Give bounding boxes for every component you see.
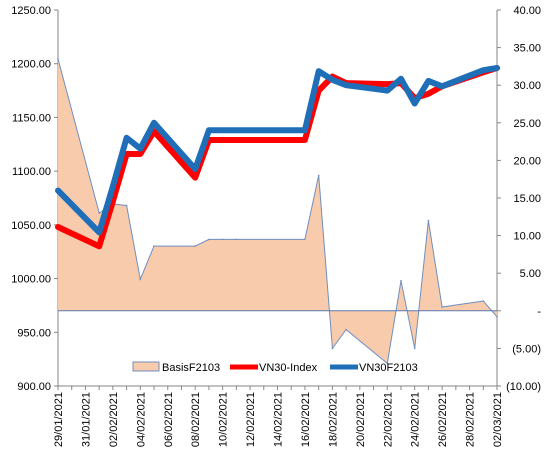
point-vn30f2103 xyxy=(303,129,306,132)
basis-point xyxy=(400,279,402,282)
basis-point xyxy=(482,300,485,302)
basis-point xyxy=(153,245,155,247)
point-vn30f2103 xyxy=(427,79,430,82)
x-tick-label: 28/02/2021 xyxy=(465,392,477,447)
point-vn30f2103 xyxy=(153,121,155,124)
point-vn30f2103 xyxy=(139,147,142,150)
y2-tick-label: - xyxy=(537,306,541,318)
basis-point xyxy=(496,316,498,318)
x-tick-label: 02/02/2021 xyxy=(108,392,120,447)
point-vn30f2103 xyxy=(386,89,389,92)
basis-point xyxy=(139,278,142,281)
x-tick-label: 10/02/2021 xyxy=(218,392,230,447)
x-tick-label: 20/02/2021 xyxy=(355,392,367,447)
point-vn30f2103 xyxy=(413,102,416,105)
basis-point xyxy=(194,245,196,247)
point-vn30-index xyxy=(98,245,101,248)
x-tick-label: 24/02/2021 xyxy=(410,392,422,447)
point-vn30f2103 xyxy=(441,85,444,88)
y2-tick-label: 35.00 xyxy=(513,43,541,55)
point-vn30-index xyxy=(111,200,114,203)
point-vn30-index xyxy=(317,89,320,92)
x-tick-label: 16/02/2021 xyxy=(300,392,312,447)
x-tick-label: 08/02/2021 xyxy=(190,392,202,447)
point-vn30f2103 xyxy=(331,78,334,81)
point-vn30f2103 xyxy=(125,136,128,139)
legend-swatch-basisf2103 xyxy=(132,361,160,372)
basis-point xyxy=(125,204,128,207)
x-tick-label: 12/02/2021 xyxy=(245,392,257,447)
point-vn30-index xyxy=(139,153,142,155)
point-vn30-index xyxy=(57,226,59,228)
point-vn30-index xyxy=(386,83,389,86)
basis-point xyxy=(208,238,210,241)
basis-point xyxy=(317,174,320,177)
point-vn30-index xyxy=(303,139,306,141)
x-tick-label: 22/02/2021 xyxy=(382,392,394,447)
x-tick-label: 14/02/2021 xyxy=(273,392,285,447)
point-vn30f2103 xyxy=(111,185,114,188)
x-tick-label: 18/02/2021 xyxy=(327,392,339,447)
y2-tick-label: 30.00 xyxy=(513,80,541,92)
point-vn30f2103 xyxy=(496,67,498,69)
basis-point xyxy=(345,328,347,331)
basis-point xyxy=(235,238,238,241)
basis-point xyxy=(413,347,416,350)
point-vn30-index xyxy=(194,176,197,179)
basis-point xyxy=(441,306,443,308)
y2-tick-label: (10.00) xyxy=(506,381,541,393)
y-tick-label: 1250.00 xyxy=(11,5,51,17)
y2-tick-label: (5.00) xyxy=(512,343,541,355)
x-tick-label: 29/01/2021 xyxy=(53,392,65,447)
y2-tick-label: 15.00 xyxy=(513,193,541,205)
y-tick-label: 1000.00 xyxy=(11,274,51,286)
y2-tick-label: 40.00 xyxy=(513,5,541,17)
x-tick-label: 02/03/2021 xyxy=(492,392,504,447)
legend-label-vn30-index: VN30-Index xyxy=(259,362,318,374)
x-tick-label: 31/01/2021 xyxy=(80,392,92,447)
basis-point xyxy=(304,238,306,241)
point-vn30f2103 xyxy=(57,189,59,192)
x-tick-label: 26/02/2021 xyxy=(437,392,449,447)
point-vn30f2103 xyxy=(482,69,485,72)
y-tick-label: 1200.00 xyxy=(11,59,51,71)
point-vn30-index xyxy=(427,92,430,95)
y-tick-label: 1050.00 xyxy=(11,220,51,232)
y2-tick-label: 5.00 xyxy=(520,268,541,280)
y2-tick-label: 10.00 xyxy=(513,231,541,243)
point-vn30f2103 xyxy=(207,129,210,132)
basis-point xyxy=(331,347,334,350)
basis-point xyxy=(57,58,59,60)
x-tick-label: 06/02/2021 xyxy=(163,392,175,447)
point-vn30f2103 xyxy=(317,70,320,73)
y-tick-label: 1150.00 xyxy=(12,112,51,124)
x-tick-label: 04/02/2021 xyxy=(135,392,147,447)
y-tick-label: 1100.00 xyxy=(12,166,51,178)
point-vn30f2103 xyxy=(194,168,197,170)
y-tick-label: 900.00 xyxy=(17,381,51,393)
point-vn30-index xyxy=(125,153,128,155)
basis-point xyxy=(386,362,389,365)
legend-label-vn30f2103: VN30F2103 xyxy=(359,362,418,374)
basis-point xyxy=(427,219,430,222)
basis-point xyxy=(98,212,100,214)
point-vn30f2103 xyxy=(400,77,402,80)
point-vn30f2103 xyxy=(98,231,101,234)
basis-point xyxy=(221,238,224,241)
y-tick-label: 950.00 xyxy=(17,327,51,339)
point-vn30f2103 xyxy=(345,84,348,87)
area-basisf2103 xyxy=(58,58,497,364)
legend-label-basisf2103: BasisF2103 xyxy=(162,362,220,374)
y2-tick-label: 20.00 xyxy=(513,155,541,167)
point-vn30-index xyxy=(153,130,155,133)
y2-tick-label: 25.00 xyxy=(513,118,541,130)
